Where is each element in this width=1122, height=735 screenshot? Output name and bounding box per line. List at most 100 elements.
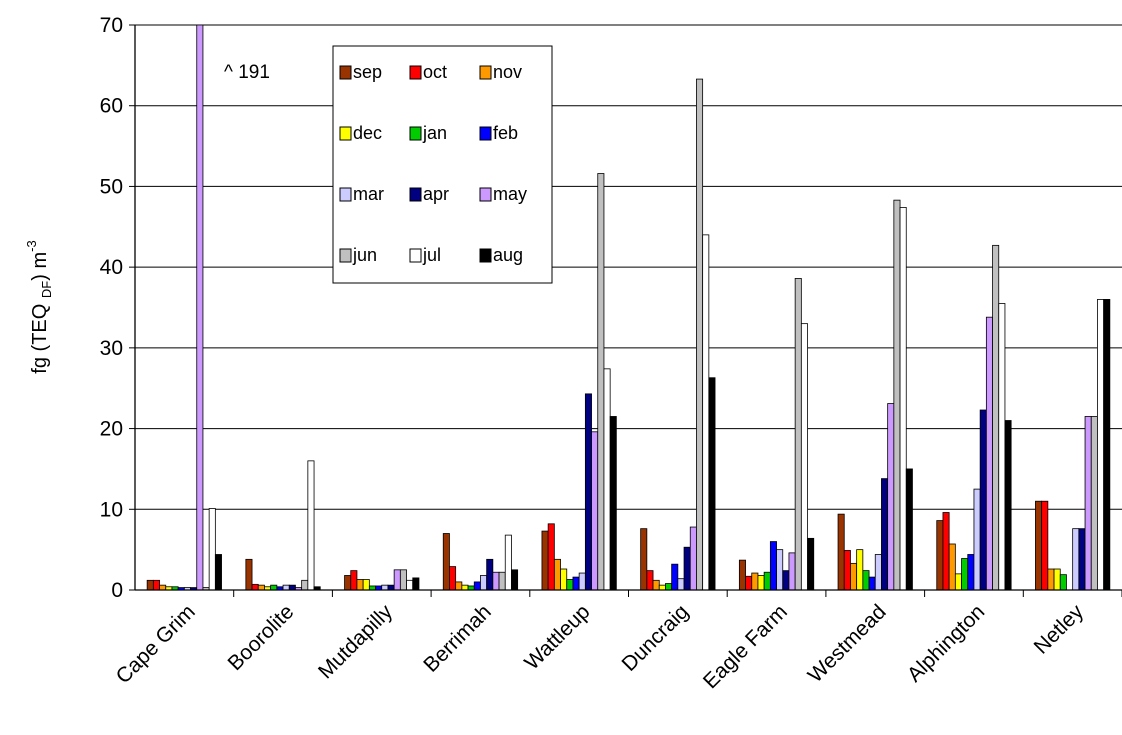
bar-jul-boorolite — [307, 460, 315, 591]
bar-mar-mutdapilly — [381, 584, 389, 591]
bar-dec-mutdapilly — [362, 579, 370, 591]
bar-may-netley — [1084, 416, 1092, 591]
bar-nov-netley — [1047, 568, 1055, 591]
bar-jul-duncraig — [702, 234, 710, 591]
bar-oct-mutdapilly — [350, 570, 358, 591]
bar-nov-eagle-farm — [751, 572, 759, 591]
legend-label-may: may — [493, 184, 527, 204]
bar-dec-berrimah — [461, 584, 469, 591]
bar-jan-wattleup — [566, 579, 574, 591]
y-tick-label: 20 — [100, 418, 123, 441]
bar-may-westmead — [887, 403, 895, 591]
bar-jul-alphington — [998, 303, 1006, 591]
bar-nov-berrimah — [455, 581, 463, 591]
y-tick-label: 70 — [100, 14, 123, 37]
bar-apr-mutdapilly — [387, 584, 395, 591]
legend-label-dec: dec — [353, 123, 382, 143]
legend-swatch-mar — [339, 187, 352, 202]
bar-nov-mutdapilly — [356, 579, 364, 591]
bar-aug-mutdapilly — [412, 577, 420, 591]
bar-mar-netley — [1072, 528, 1080, 591]
y-tick-label: 50 — [100, 175, 123, 198]
bar-feb-berrimah — [473, 581, 481, 591]
bar-may-eagle-farm — [788, 552, 796, 591]
y-tick-label: 60 — [100, 95, 123, 118]
bar-sep-duncraig — [640, 528, 648, 591]
bar-jan-westmead — [862, 570, 870, 591]
bar-sep-wattleup — [541, 530, 549, 591]
bar-jun-duncraig — [696, 78, 704, 591]
bar-mar-wattleup — [578, 572, 586, 591]
bar-nov-duncraig — [652, 579, 660, 591]
bar-feb-wattleup — [572, 576, 580, 591]
legend-label-feb: feb — [493, 123, 518, 143]
legend-label-jan: jan — [422, 123, 447, 143]
y-tick-label: 10 — [100, 498, 123, 521]
bar-jun-wattleup — [597, 173, 605, 591]
bar-sep-eagle-farm — [738, 559, 746, 591]
bar-jul-eagle-farm — [800, 323, 808, 591]
legend-label-sep: sep — [353, 62, 382, 82]
bar-sep-boorolite — [245, 558, 253, 591]
bar-jan-duncraig — [665, 583, 673, 591]
bar-jun-westmead — [893, 199, 901, 591]
bar-apr-alphington — [979, 409, 987, 591]
bar-oct-netley — [1041, 500, 1049, 591]
legend-swatch-dec — [339, 126, 352, 141]
bar-jun-mutdapilly — [399, 569, 407, 591]
legend-swatch-jan — [409, 126, 422, 141]
bar-feb-westmead — [868, 576, 876, 591]
bar-oct-wattleup — [547, 523, 555, 591]
bar-may-alphington — [985, 316, 993, 591]
bar-dec-netley — [1053, 568, 1061, 591]
x-tick-label: Netley — [1030, 600, 1089, 659]
bar-jul-netley — [1097, 299, 1105, 591]
bar-aug-cape-grim — [214, 554, 222, 591]
y-tick-label: 30 — [100, 337, 123, 360]
bar-aug-eagle-farm — [807, 537, 815, 591]
bar-sep-alphington — [936, 520, 944, 591]
y-tick-labels: 0 10 20 30 40 50 60 70 — [100, 14, 123, 602]
x-tick-label: Cape Grim — [112, 600, 200, 688]
bar-oct-cape-grim — [152, 579, 160, 591]
x-tick-labels: Cape Grim Boorolite Mutdapilly Berrimah Watt… — [112, 600, 1089, 693]
bar-dec-duncraig — [658, 584, 666, 591]
bar-oct-westmead — [843, 550, 851, 591]
legend-label-jun: jun — [352, 245, 377, 265]
bar-apr-boorolite — [288, 584, 296, 591]
bar-aug-netley — [1103, 299, 1111, 591]
bar-nov-boorolite — [257, 584, 265, 591]
legend-swatch-jun — [339, 248, 352, 263]
legend-swatch-feb — [479, 126, 492, 141]
bar-may-wattleup — [591, 431, 599, 591]
bar-sep-berrimah — [442, 533, 450, 591]
bar-nov-alphington — [948, 543, 956, 591]
bar-may-berrimah — [492, 571, 500, 591]
bar-feb-duncraig — [671, 563, 679, 591]
x-tick-label: Mutdapilly — [314, 600, 397, 683]
bar-apr-eagle-farm — [782, 570, 790, 591]
legend-swatch-sep — [339, 65, 352, 80]
bar-dec-eagle-farm — [757, 575, 765, 591]
bar-mar-eagle-farm — [776, 549, 784, 591]
bar-jul-berrimah — [504, 534, 512, 591]
annotation-max-value: ^ 191 — [224, 62, 270, 83]
legend-label-aug: aug — [493, 245, 523, 265]
bar-jan-boorolite — [270, 584, 278, 591]
legend-swatch-aug — [479, 248, 492, 263]
y-axis-title: fg (TEQ DF) m-3 — [24, 240, 54, 373]
x-tick-label: Duncraig — [618, 600, 694, 676]
bar-aug-westmead — [905, 468, 913, 591]
legend-box — [332, 45, 553, 284]
bar-jun-boorolite — [301, 579, 309, 591]
bar-oct-eagle-farm — [745, 575, 753, 591]
legend: sep oct nov dec jan feb mar apr may jun jul aug — [332, 45, 553, 284]
bar-mar-westmead — [874, 554, 882, 591]
bar-dec-westmead — [856, 549, 864, 591]
bar-aug-duncraig — [708, 377, 716, 591]
bar-jun-berrimah — [498, 571, 506, 591]
bar-may-duncraig — [689, 526, 697, 591]
bar-jun-alphington — [992, 244, 1000, 591]
bar-aug-alphington — [1004, 420, 1012, 591]
bar-apr-berrimah — [486, 558, 494, 591]
